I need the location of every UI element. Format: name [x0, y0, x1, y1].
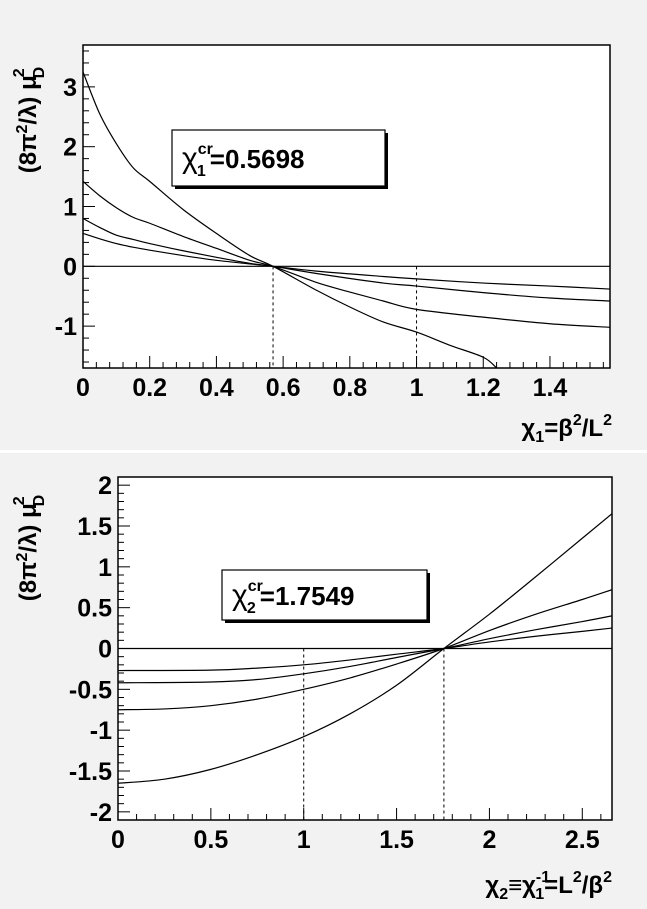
top-chart-panel: 0 0.2 0.4 0.6 0.8 1 1.2 1.4 -1 0 1 2 3 (8π2/λ) μ2 D χ1=… [0, 0, 647, 450]
y-tick-label: 0.5 [77, 595, 112, 623]
annotation-text: χcr 2 =1.7549 [232, 578, 355, 617]
x-tick-label: 2.5 [565, 826, 600, 854]
x-tick-label: 1.5 [379, 826, 414, 854]
x-tick-label: 0.2 [132, 374, 167, 402]
bottom-chart: 0 0.5 1 1.5 2 2.5 -2 -1.5 -1 -0.5 0 0.5 1 1.5 2 (8π2/λ)… [11, 472, 613, 903]
y-tick-label: -1 [55, 313, 77, 341]
y-tick-label: 1.5 [77, 513, 112, 541]
series-line-0 [118, 513, 612, 784]
x-tick-label: 1 [410, 374, 424, 402]
series-line-2 [118, 615, 612, 684]
series-group [118, 513, 612, 784]
x-tick-label: 1 [297, 826, 311, 854]
top-chart: 0 0.2 0.4 0.6 0.8 1 1.2 1.4 -1 0 1 2 3 (8π2/λ) μ2 D χ1=… [11, 44, 612, 446]
x-tick-label: 0.5 [193, 826, 228, 854]
y-tick-label: -0.5 [69, 676, 112, 704]
series-line-3 [83, 232, 610, 290]
panel-divider [0, 450, 647, 453]
series-line-3 [118, 627, 612, 672]
x-tick-label: 0.8 [332, 374, 367, 402]
y-tick-label: 1 [98, 554, 112, 582]
y-tick-label: 2 [63, 134, 77, 162]
y-tick-label: 0 [98, 636, 112, 664]
series-line-0 [83, 71, 497, 368]
y-tick-label: 1 [63, 194, 77, 222]
y-axis-title: (8π2/λ) μ2 D [11, 495, 48, 601]
x-tick-label: 2 [482, 826, 496, 854]
y-tick-label: -1.5 [69, 758, 112, 786]
bottom-chart-panel: 0 0.5 1 1.5 2 2.5 -2 -1.5 -1 -0.5 0 0.5 1 1.5 2 (8π2/λ)… [0, 453, 647, 909]
annotation-text: χcr 1 =0.5698 [182, 141, 305, 180]
x-tick-label: 1.4 [533, 374, 568, 402]
series-line-1 [118, 589, 612, 711]
annotation-box [171, 129, 386, 187]
x-tick-label: 0.6 [266, 374, 301, 402]
annotation-box [221, 569, 428, 621]
plot-frame [82, 44, 611, 369]
y-tick-label: 0 [63, 253, 77, 281]
y-tick-label: 3 [63, 74, 77, 102]
x-tick-label: 0 [111, 826, 125, 854]
y-tick-label: -2 [90, 799, 112, 827]
series-group [83, 71, 610, 368]
y-axis-title: (8π2/λ) μ2 D [11, 67, 48, 173]
x-tick-label: 1.2 [466, 374, 501, 402]
y-tick-label: -1 [90, 717, 112, 745]
x-tick-label: 0 [76, 374, 90, 402]
series-line-1 [83, 180, 610, 328]
x-axis-title: χ1=β2/L2 [521, 412, 612, 446]
x-tick-label: 0.4 [199, 374, 234, 402]
y-tick-label: 2 [98, 472, 112, 500]
x-axis-title: χ2≡χ-1 1=L2/β2 [485, 869, 612, 903]
